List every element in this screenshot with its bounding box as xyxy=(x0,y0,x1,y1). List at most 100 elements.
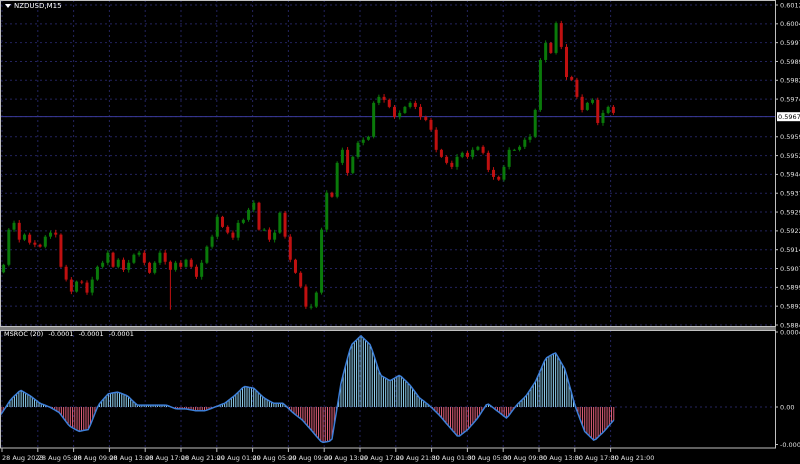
candle-body xyxy=(127,262,131,270)
candle-body xyxy=(142,252,146,263)
price-tick-label: 0.59820 xyxy=(780,77,800,85)
price-tick-label: 0.59145 xyxy=(780,246,800,254)
candle-body xyxy=(226,226,230,233)
price-tick-label: 0.60045 xyxy=(780,20,800,28)
price-tick-label: 0.59295 xyxy=(780,208,800,216)
candle-body xyxy=(28,234,32,243)
candle-body xyxy=(330,192,334,197)
time-tick-label: 30 Aug 17:00 xyxy=(575,454,619,462)
candle-body xyxy=(288,236,292,260)
candle-body xyxy=(502,166,506,180)
candle-body xyxy=(252,202,256,210)
candle-body xyxy=(335,162,339,197)
candle-body xyxy=(90,279,94,293)
indicator-value-3: -0.0001 xyxy=(108,330,134,338)
price-tick-label: 0.59370 xyxy=(780,190,800,198)
chart-title[interactable]: NZDUSD,M15 xyxy=(5,2,62,10)
candle-body xyxy=(12,222,16,230)
candle-body xyxy=(486,152,490,170)
candle-body xyxy=(497,176,501,180)
time-tick-label: 30 Aug 09:00 xyxy=(503,454,547,462)
candle-body xyxy=(101,262,105,267)
candle-body xyxy=(69,279,73,292)
price-tick-label: 0.60120 xyxy=(780,1,800,9)
candle-body xyxy=(523,139,527,147)
price-tick-label: 0.59895 xyxy=(780,58,800,66)
time-tick-label: 29 Aug 21:00 xyxy=(396,454,440,462)
candle-body xyxy=(387,99,391,107)
price-tick-label: 0.58920 xyxy=(780,302,800,310)
current-price-label: 0.59675 xyxy=(778,113,800,121)
candle-body xyxy=(507,149,511,167)
candle-body xyxy=(585,102,589,110)
price-tick-label: 0.59595 xyxy=(780,133,800,141)
candle-body xyxy=(262,229,266,231)
price-tick-label: 0.59970 xyxy=(780,39,800,47)
time-tick-label: 30 Aug 01:00 xyxy=(432,454,476,462)
candle-body xyxy=(455,156,459,167)
dropdown-triangle-icon[interactable] xyxy=(5,4,11,8)
candle-body xyxy=(299,272,303,287)
candle-body xyxy=(591,99,595,103)
candle-body xyxy=(518,146,522,150)
time-tick-label: 28 Aug 09:00 xyxy=(74,454,118,462)
candle-body xyxy=(148,262,152,273)
candle-body xyxy=(158,252,162,263)
candle-body xyxy=(189,259,193,267)
candle-body xyxy=(377,96,381,103)
price-tick-label: 0.58845 xyxy=(780,321,800,329)
candle-body xyxy=(580,96,584,110)
candle-body xyxy=(544,42,548,60)
candle-body xyxy=(549,42,553,53)
candle-body xyxy=(392,106,396,117)
indicator-tick-label: 0.0004 xyxy=(780,328,800,336)
candle-body xyxy=(351,156,355,173)
price-tick-label: 0.59070 xyxy=(780,265,800,273)
candle-body xyxy=(137,252,141,255)
candle-body xyxy=(210,236,214,247)
candle-body xyxy=(2,264,6,273)
candle-body xyxy=(163,252,167,262)
candle-body xyxy=(33,242,37,245)
main-panel-frame xyxy=(0,0,776,327)
symbol-title: NZDUSD,M15 xyxy=(14,2,62,10)
time-tick-label: 28 Aug 17:00 xyxy=(145,454,189,462)
candle-body xyxy=(528,136,532,140)
candle-body xyxy=(403,106,407,113)
candle-body xyxy=(221,216,225,227)
candle-body xyxy=(132,254,136,263)
candle-body xyxy=(215,216,219,237)
time-tick-label: 30 Aug 21:00 xyxy=(611,454,655,462)
candle-body xyxy=(80,281,84,283)
candle-body xyxy=(372,102,376,137)
indicator-name: MSROC (20) xyxy=(4,330,44,338)
candle-body xyxy=(38,244,42,247)
time-tick-label: 28 Aug 13:00 xyxy=(109,454,153,462)
candle-body xyxy=(85,282,89,293)
candle-body xyxy=(309,306,313,308)
candle-body xyxy=(346,149,350,173)
candle-body xyxy=(75,281,79,292)
candle-body xyxy=(564,46,568,78)
candle-body xyxy=(247,209,251,220)
candle-body xyxy=(398,112,402,117)
candle-body xyxy=(200,262,204,277)
candle-body xyxy=(267,229,271,240)
current-price-box xyxy=(777,112,800,122)
price-tick-label: 0.59520 xyxy=(780,152,800,160)
indicator-value-2: -0.0001 xyxy=(78,330,104,338)
candle-body xyxy=(340,149,344,163)
time-tick-label: 30 Aug 13:00 xyxy=(539,454,583,462)
candle-body xyxy=(429,119,433,130)
candle-body xyxy=(49,232,53,237)
candle-body xyxy=(236,222,240,238)
candle-body xyxy=(450,162,454,167)
candle-body xyxy=(7,229,11,265)
candle-body xyxy=(554,23,558,53)
candle-body xyxy=(601,112,605,123)
candle-body xyxy=(439,149,443,157)
candle-body xyxy=(111,252,115,267)
candle-body xyxy=(116,259,120,267)
candle-body xyxy=(559,23,563,47)
